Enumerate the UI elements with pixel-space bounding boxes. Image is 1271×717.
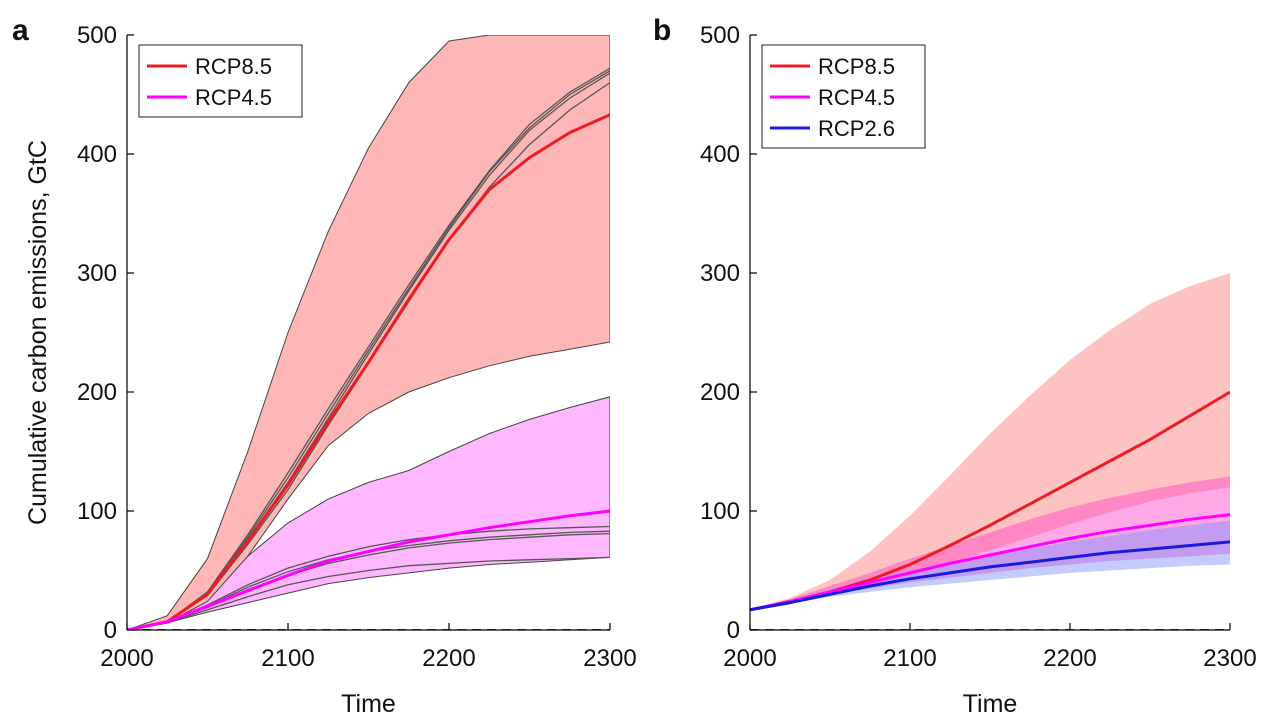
uncertainty-band-rcp45 xyxy=(127,396,610,630)
y-tick-label: 300 xyxy=(77,260,117,287)
x-tick-label: 2100 xyxy=(261,645,314,672)
legend-label-rcp45: RCP4.5 xyxy=(195,85,272,110)
x-tick-label: 2000 xyxy=(100,645,153,672)
series-line-rcp45 xyxy=(127,509,610,630)
panel-letter: a xyxy=(12,14,29,47)
chart-panel-a: 0 100 200 300 400 500 2000 2100 2200 2300 Time Cumu… xyxy=(12,14,637,717)
x-tick-label: 2200 xyxy=(422,645,475,672)
y-tick-label: 500 xyxy=(700,22,740,49)
plot-area xyxy=(127,35,610,630)
y-tick-label: 200 xyxy=(700,379,740,406)
panel-letter: b xyxy=(653,14,671,47)
uncertainty-band-rcp85 xyxy=(127,35,610,630)
y-tick-label: 100 xyxy=(77,498,117,525)
y-tick-label: 100 xyxy=(700,498,740,525)
legend-label-rcp45: RCP4.5 xyxy=(818,85,895,110)
uncertainty-band-rcp85 xyxy=(750,273,1230,610)
x-axis-title: Time xyxy=(341,690,396,717)
y-tick-label: 500 xyxy=(77,22,117,49)
legend: RCP8.5 RCP4.5 RCP2.6 xyxy=(761,44,926,149)
y-tick-label: 300 xyxy=(700,260,740,287)
plot-area xyxy=(750,273,1230,630)
series-line-rcp26 xyxy=(750,540,1230,612)
y-axis-title: Cumulative carbon emissions, GtC xyxy=(24,140,52,525)
x-tick-label: 2300 xyxy=(1203,645,1256,672)
legend: RCP8.5 RCP4.5 xyxy=(138,44,303,118)
legend-box xyxy=(138,44,303,118)
chart-panel-b: 0 100 200 300 400 500 2000 2100 2200 2300 Time b RCP… xyxy=(653,14,1257,717)
x-tick-label: 2000 xyxy=(723,645,776,672)
series-line-rcp85 xyxy=(127,113,610,630)
legend-label-rcp26: RCP2.6 xyxy=(818,116,895,141)
series-line-rcp45 xyxy=(750,513,1230,612)
legend-label-rcp85: RCP8.5 xyxy=(818,54,895,79)
model-run-line-8 xyxy=(127,556,610,630)
x-tick-label: 2200 xyxy=(1043,645,1096,672)
y-tick-label: 0 xyxy=(727,617,740,644)
y-tick-label: 400 xyxy=(77,141,117,168)
y-tick-label: 200 xyxy=(77,379,117,406)
x-axis-title: Time xyxy=(963,690,1018,717)
y-tick-label: 0 xyxy=(104,617,117,644)
x-tick-label: 2300 xyxy=(583,645,636,672)
legend-label-rcp85: RCP8.5 xyxy=(195,54,272,79)
x-tick-label: 2100 xyxy=(883,645,936,672)
y-tick-label: 400 xyxy=(700,141,740,168)
uncertainty-band-rcp45 xyxy=(750,476,1230,610)
